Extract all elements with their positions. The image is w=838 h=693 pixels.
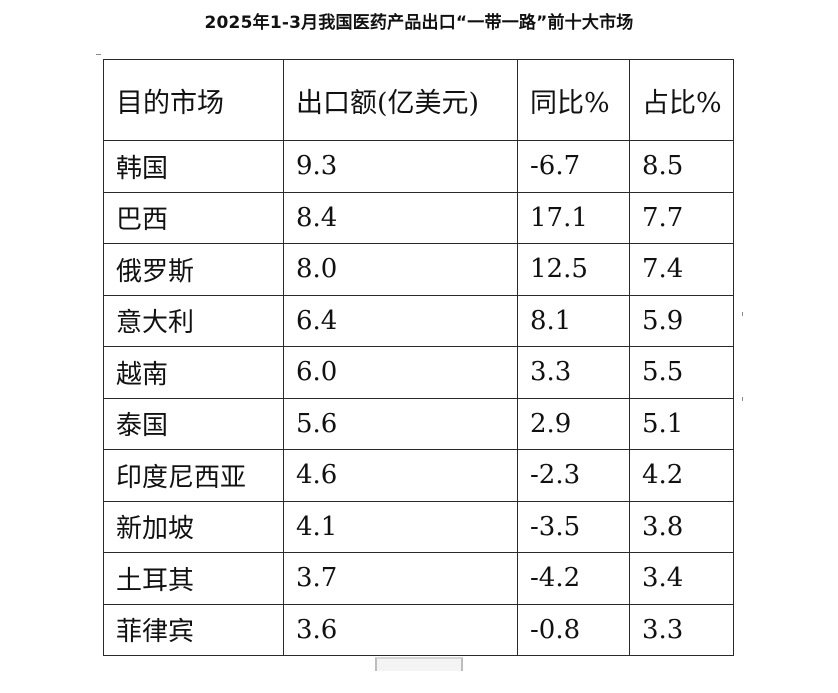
cell-share: 5.9 xyxy=(629,294,734,347)
cell-export-value: 8.0 xyxy=(283,243,518,296)
table-row: 越南 6.0 3.3 5.5 xyxy=(103,346,734,399)
cell-export-value: 9.3 xyxy=(283,140,518,193)
cell-share: 3.8 xyxy=(629,500,734,553)
cell-yoy: -4.2 xyxy=(517,552,630,605)
cell-share: 7.4 xyxy=(629,243,734,296)
cell-market: 泰国 xyxy=(103,397,284,450)
cell-market: 菲律宾 xyxy=(103,603,284,656)
cell-market: 印度尼西亚 xyxy=(103,449,284,502)
page-title: 2025年1-3月我国医药产品出口“一带一路”前十大市场 xyxy=(204,13,634,33)
header-export-value: 出口额(亿美元) xyxy=(283,59,518,141)
cell-export-value: 8.4 xyxy=(283,191,518,244)
header-share: 占比% xyxy=(629,59,734,141)
cell-share: 5.1 xyxy=(629,397,734,450)
cell-yoy: 17.1 xyxy=(517,191,630,244)
cell-market: 新加坡 xyxy=(103,500,284,553)
cell-yoy: -6.7 xyxy=(517,140,630,193)
table-row: 菲律宾 3.6 -0.8 3.3 xyxy=(103,603,734,656)
cell-export-value: 6.4 xyxy=(283,294,518,347)
cell-export-value: 4.1 xyxy=(283,500,518,553)
crop-mark xyxy=(742,312,743,316)
cell-yoy: -2.3 xyxy=(517,449,630,502)
bottom-handle xyxy=(375,657,463,671)
cell-export-value: 5.6 xyxy=(283,397,518,450)
cell-share: 3.3 xyxy=(629,603,734,656)
cell-market: 俄罗斯 xyxy=(103,243,284,296)
cell-market: 意大利 xyxy=(103,294,284,347)
header-yoy: 同比% xyxy=(517,59,630,141)
cell-share: 5.5 xyxy=(629,346,734,399)
cell-export-value: 3.7 xyxy=(283,552,518,605)
cell-yoy: -0.8 xyxy=(517,603,630,656)
table-header-row: 目的市场 出口额(亿美元) 同比% 占比% xyxy=(103,59,734,141)
cell-yoy: 8.1 xyxy=(517,294,630,347)
cell-yoy: 3.3 xyxy=(517,346,630,399)
export-markets-table: 目的市场 出口额(亿美元) 同比% 占比% 韩国 9.3 -6.7 8.5 巴西… xyxy=(103,59,734,656)
header-market: 目的市场 xyxy=(103,59,284,141)
table-row: 巴西 8.4 17.1 7.7 xyxy=(103,191,734,244)
crop-mark xyxy=(742,397,743,401)
table-row: 意大利 6.4 8.1 5.9 xyxy=(103,294,734,347)
table-row: 新加坡 4.1 -3.5 3.8 xyxy=(103,500,734,553)
crop-mark xyxy=(96,54,101,55)
cell-export-value: 6.0 xyxy=(283,346,518,399)
table-row: 韩国 9.3 -6.7 8.5 xyxy=(103,140,734,193)
table-row: 泰国 5.6 2.9 5.1 xyxy=(103,397,734,450)
cell-share: 7.7 xyxy=(629,191,734,244)
cell-yoy: 2.9 xyxy=(517,397,630,450)
cell-market: 越南 xyxy=(103,346,284,399)
cell-market: 巴西 xyxy=(103,191,284,244)
cell-market: 土耳其 xyxy=(103,552,284,605)
cell-share: 3.4 xyxy=(629,552,734,605)
cell-yoy: 12.5 xyxy=(517,243,630,296)
table-row: 土耳其 3.7 -4.2 3.4 xyxy=(103,552,734,605)
table-row: 印度尼西亚 4.6 -2.3 4.2 xyxy=(103,449,734,502)
cell-yoy: -3.5 xyxy=(517,500,630,553)
table-row: 俄罗斯 8.0 12.5 7.4 xyxy=(103,243,734,296)
cell-share: 8.5 xyxy=(629,140,734,193)
cell-export-value: 3.6 xyxy=(283,603,518,656)
cell-market: 韩国 xyxy=(103,140,284,193)
cell-export-value: 4.6 xyxy=(283,449,518,502)
cell-share: 4.2 xyxy=(629,449,734,502)
